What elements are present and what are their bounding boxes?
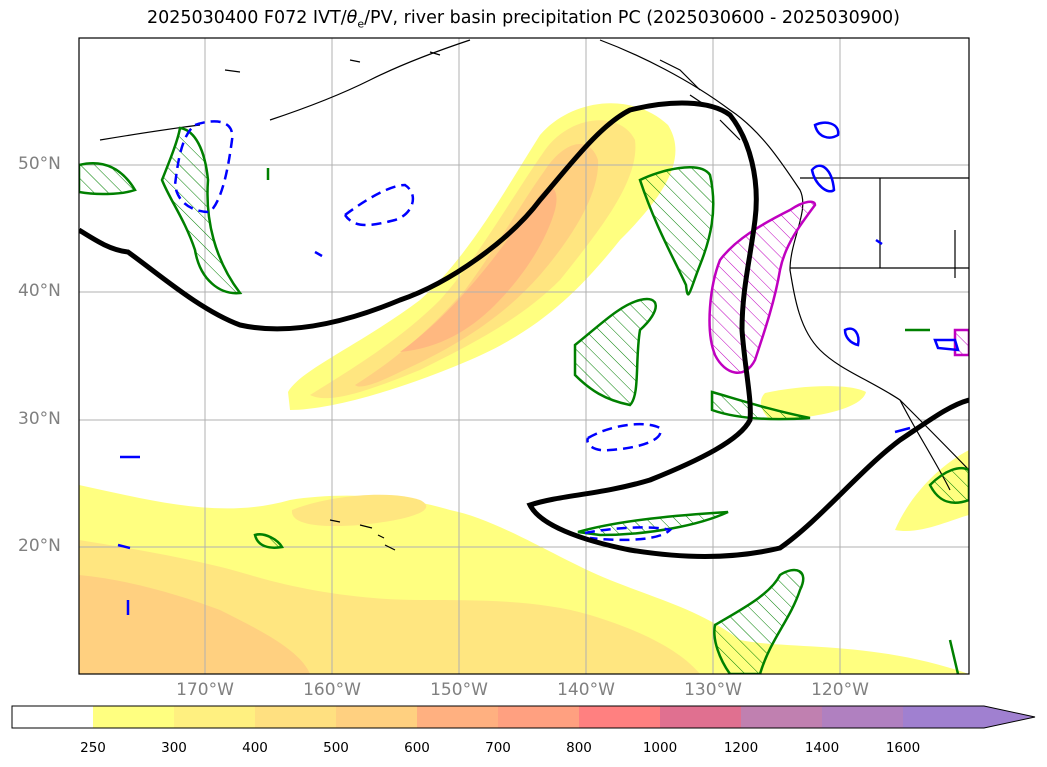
blue-solid-9 [875, 238, 883, 246]
colorbar-tick: 600 [404, 740, 430, 756]
blue-dashed-4 [584, 526, 673, 542]
colorbar-segment [336, 706, 417, 728]
blue-solid-10 [314, 250, 323, 258]
alaska-coast [99, 39, 471, 141]
blue-dashed-2 [343, 183, 415, 227]
colorbar-tick: 700 [485, 740, 511, 756]
ivt-band-hawaii [291, 494, 427, 527]
us-state-lines [790, 177, 969, 278]
colorbar-segment [255, 706, 336, 728]
blue-contours [117, 120, 960, 615]
colorbar-segment [498, 706, 579, 728]
green-contour-8 [253, 533, 284, 549]
colorbar-segment [822, 706, 903, 728]
blue-solid-2 [810, 164, 836, 193]
green-contour-5 [710, 390, 811, 421]
green-contour-9 [928, 466, 969, 504]
colorbar-outline [11, 705, 1036, 729]
blue-solid-4 [933, 338, 960, 352]
map-frame [78, 37, 970, 675]
blue-dashed-3 [586, 422, 662, 452]
colorbar-segment [660, 706, 741, 728]
lat-label-20n: 20°N [18, 536, 61, 556]
lat-label-30n: 30°N [18, 409, 61, 429]
blue-solid-1 [813, 121, 840, 139]
colorbar-tick: 250 [80, 740, 106, 756]
lon-label-140w: 140°W [557, 680, 615, 700]
colorbar-segment [579, 706, 660, 728]
green-contour-4 [573, 297, 657, 407]
colorbar-segment [174, 706, 255, 728]
lat-label-40n: 40°N [18, 281, 61, 301]
bc-coast [599, 39, 969, 471]
magenta-contour-1 [708, 200, 817, 374]
colorbar-segment [93, 706, 174, 728]
lon-label-160w: 160°W [303, 680, 361, 700]
green-contour-3 [638, 166, 715, 296]
green-contour-6 [577, 510, 729, 537]
colorbar-tick: 400 [242, 740, 268, 756]
colorbar-tick: 1600 [885, 740, 921, 756]
lon-label-120w: 120°W [811, 680, 869, 700]
ivt-band-tropics-400 [79, 575, 310, 674]
colorbar-segment [417, 706, 498, 728]
colorbar-tick: 1200 [723, 740, 759, 756]
green-contour-1 [79, 162, 137, 196]
lat-label-50n: 50°N [18, 154, 61, 174]
colorbar-extend-arrow [903, 706, 1035, 728]
blue-solid-6 [117, 543, 131, 550]
ivt-shading [79, 103, 969, 674]
lon-label-170w: 170°W [176, 680, 234, 700]
blue-solid-8 [894, 426, 911, 434]
colorbar-segment [741, 706, 822, 728]
map-panel [79, 38, 969, 674]
colorbar [11, 705, 1036, 729]
colorbar-tick: 500 [323, 740, 349, 756]
colorbar-tick: 800 [566, 740, 592, 756]
map-title: 2025030400 F072 IVT/θe/PV, river basin p… [146, 8, 901, 31]
lon-label-150w: 150°W [430, 680, 488, 700]
blue-dashed-1 [173, 120, 234, 214]
magenta-contour-2 [953, 328, 969, 357]
lon-label-130w: 130°W [684, 680, 742, 700]
colorbar-tick: 300 [161, 740, 187, 756]
colorbar-segment [12, 706, 93, 728]
colorbar-tick: 1000 [642, 740, 678, 756]
hawaii-islands [329, 519, 396, 551]
green-contour-11 [948, 639, 960, 674]
coastlines [99, 39, 969, 551]
blue-solid-3 [843, 327, 860, 347]
colorbar-tick: 1400 [804, 740, 840, 756]
pv-contour [79, 100, 969, 559]
green-contour-7 [713, 568, 805, 674]
